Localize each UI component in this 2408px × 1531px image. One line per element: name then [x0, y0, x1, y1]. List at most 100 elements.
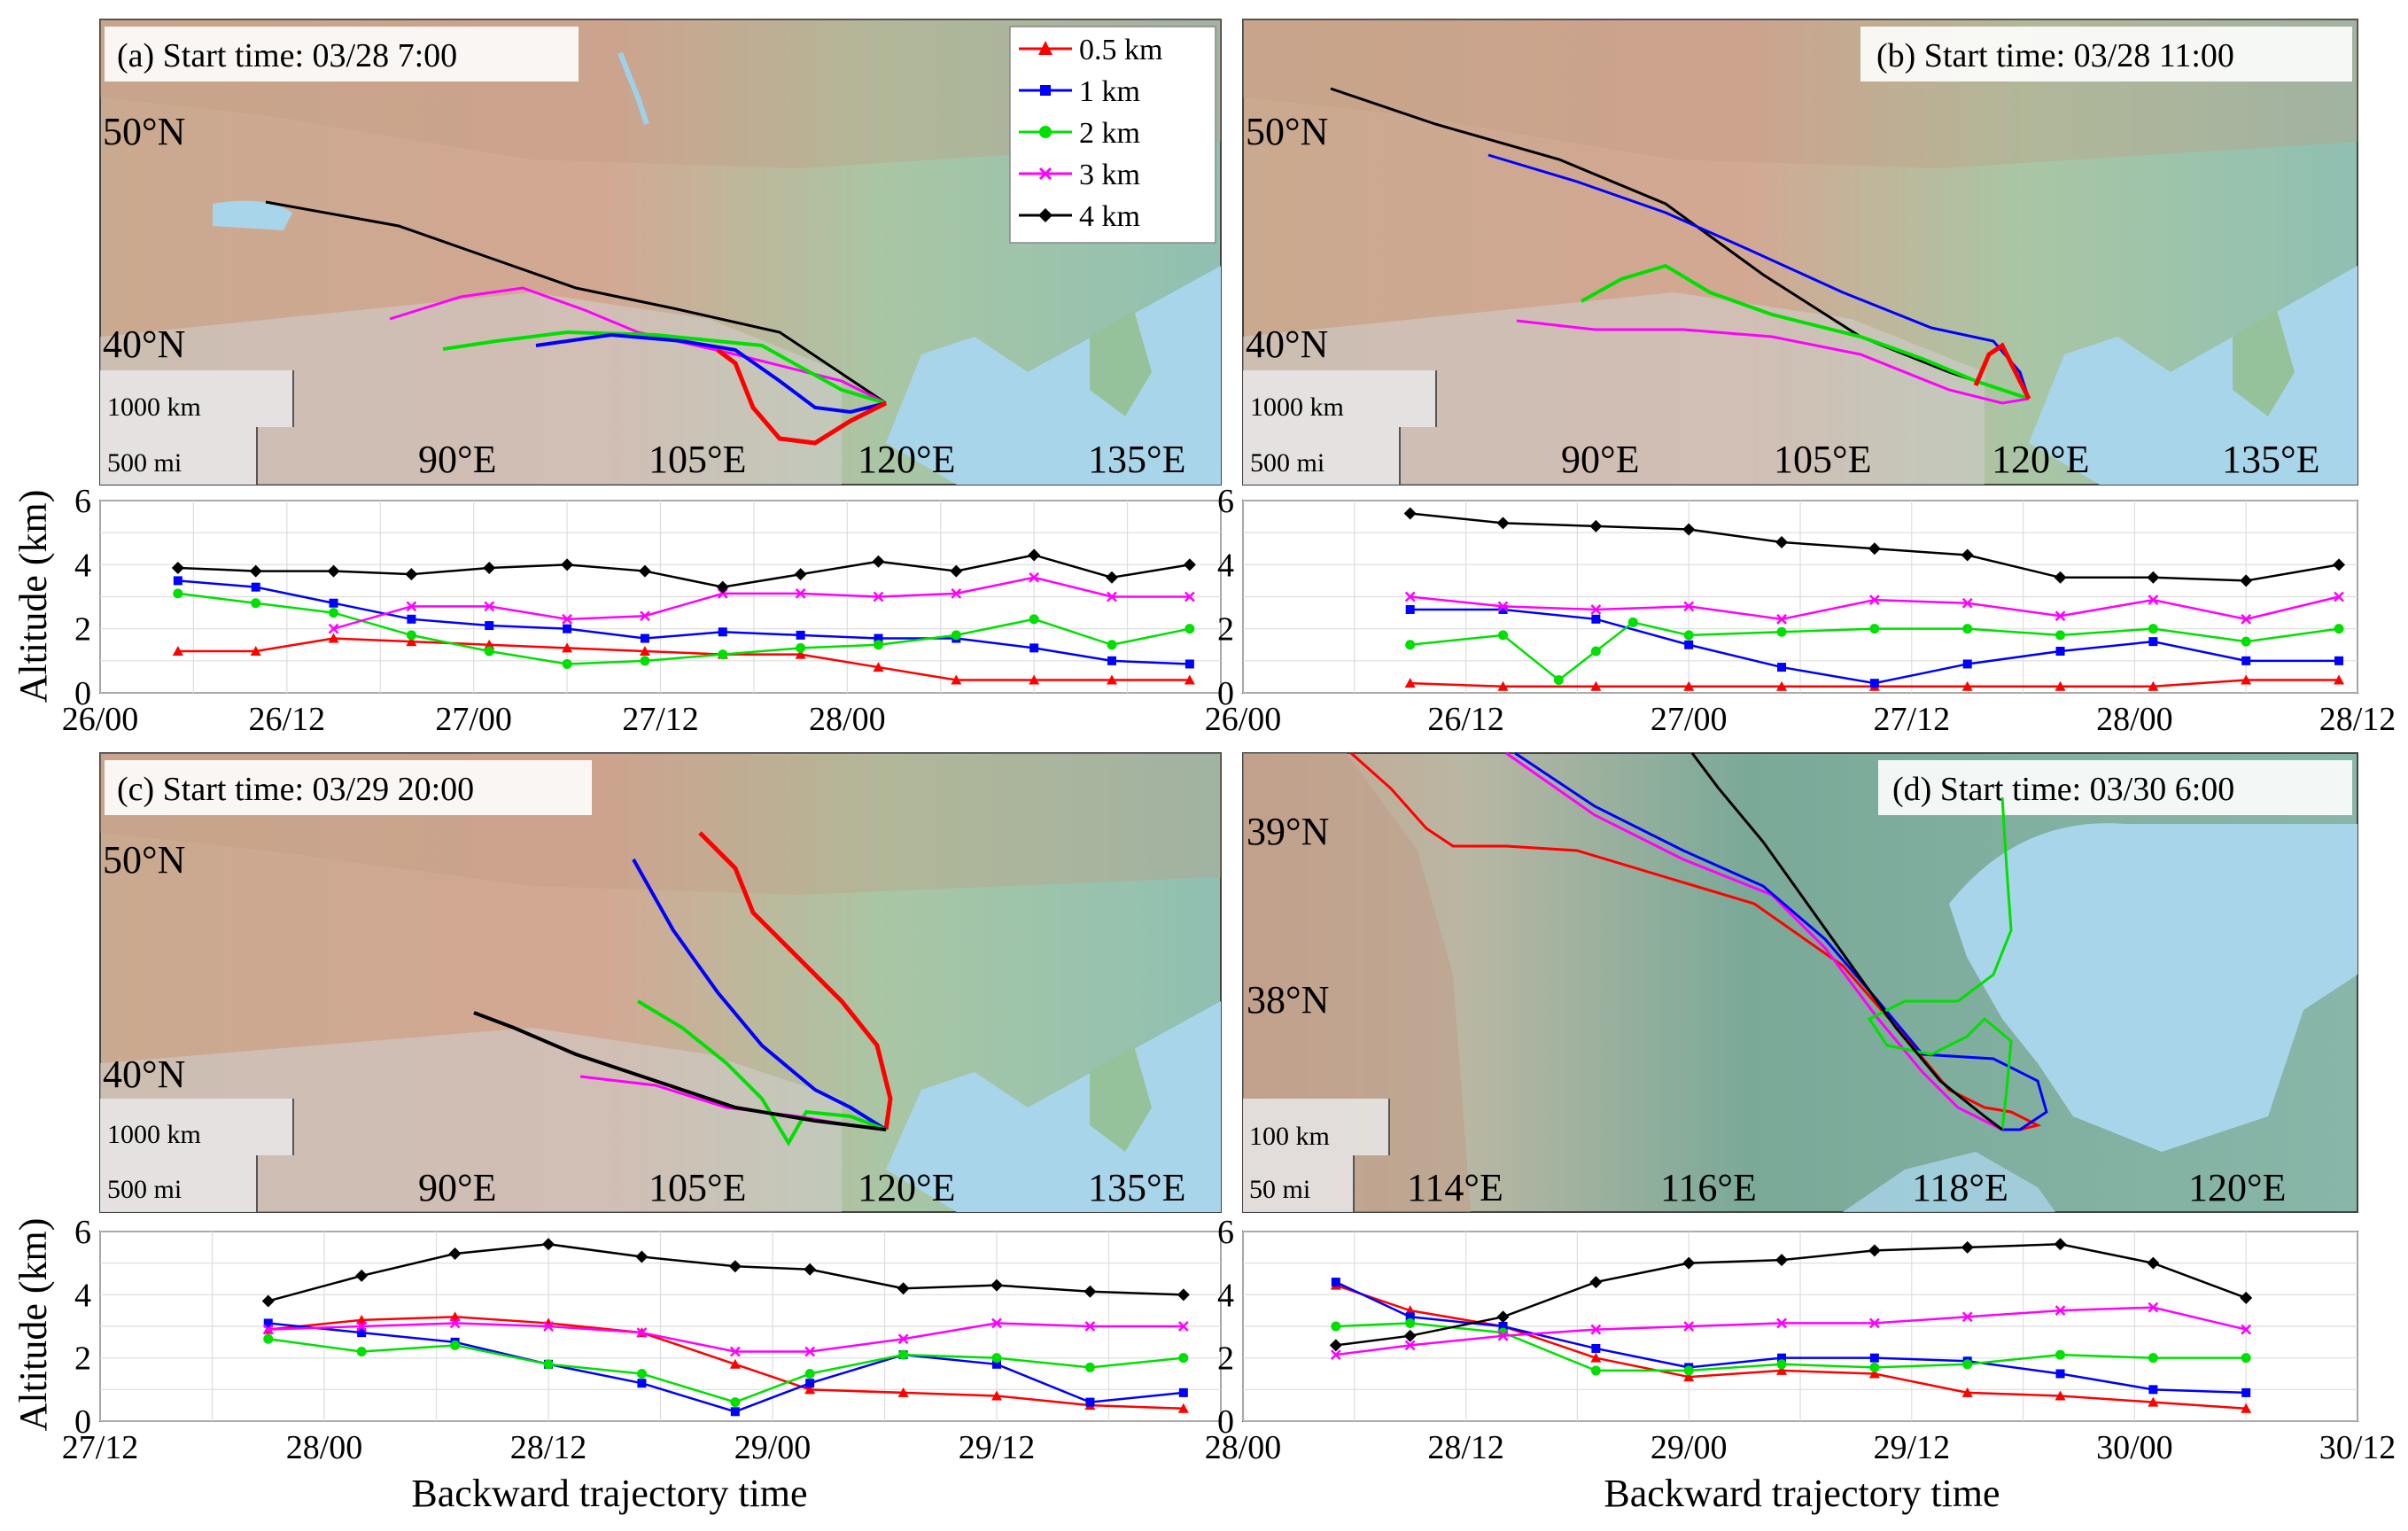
- legend-label: 4 km: [1079, 200, 1140, 233]
- data-point: [640, 633, 649, 643]
- data-point: [2055, 1390, 2066, 1401]
- data-point: [2148, 1302, 2159, 1313]
- map-panel-a: (a) Start time: 03/28 7:00 50°N 40°N 90°…: [99, 19, 1222, 486]
- data-point: [356, 1314, 368, 1325]
- data-point: [2055, 1349, 2066, 1360]
- data-point: [561, 558, 574, 571]
- data-point: [356, 1347, 367, 1357]
- legend-label: 2 km: [1079, 117, 1140, 150]
- data-point: [1185, 659, 1194, 669]
- data-point: [1496, 517, 1510, 530]
- data-point: [1961, 680, 1973, 691]
- x-axis-label-left: Backward trajectory time: [411, 1472, 807, 1515]
- data-point: [1107, 674, 1118, 685]
- data-point: [1961, 548, 1974, 562]
- data-point: [1962, 659, 1972, 669]
- trajectory-4km: [1690, 752, 2003, 1131]
- data-point: [2334, 624, 2344, 634]
- data-point: [1177, 1321, 1189, 1332]
- data-point: [2148, 637, 2158, 647]
- data-point: [1590, 646, 1601, 657]
- data-point: [1961, 1311, 1973, 1323]
- data-point: [1405, 604, 1415, 614]
- data-point: [263, 1318, 273, 1328]
- panel-a-title: (a) Start time: 03/28 7:00: [117, 37, 457, 74]
- lon-label: 105°E: [649, 438, 746, 481]
- y-axis-label-bottom: Altitude (km): [12, 1218, 55, 1432]
- data-point: [717, 587, 728, 599]
- lon-label: 135°E: [1088, 438, 1185, 481]
- data-point: [2241, 1403, 2252, 1413]
- y-tick-label: 6: [1217, 1214, 1234, 1251]
- trajectory-05km: [698, 831, 893, 1131]
- panel-b-title: (b) Start time: 03/28 11:00: [1876, 37, 2234, 74]
- y-tick-label: 0: [74, 1403, 91, 1441]
- data-point: [2148, 624, 2158, 634]
- scale-mi-label: 500 mi: [1250, 448, 1324, 478]
- data-point: [2241, 613, 2252, 625]
- data-point: [637, 1379, 647, 1388]
- data-point: [2240, 574, 2253, 587]
- data-point: [2055, 1305, 2066, 1317]
- trajectory-4km: [265, 200, 887, 405]
- lat-label: 50°N: [1246, 110, 1328, 153]
- data-point: [329, 598, 338, 608]
- data-point: [173, 576, 183, 586]
- scale-km-label: 1000 km: [107, 392, 201, 422]
- data-point: [172, 645, 183, 656]
- data-point: [729, 1346, 741, 1357]
- data-point: [1684, 640, 1694, 649]
- data-point: [635, 1250, 649, 1263]
- x-tick-label: 28/00: [2096, 701, 2173, 738]
- data-point: [2055, 630, 2066, 641]
- data-point: [951, 674, 962, 685]
- map-panel-b: (b) Start time: 03/28 11:00 50°N 40°N 90…: [1242, 19, 2358, 486]
- data-point: [1405, 1317, 1416, 1328]
- map-panel-d: (d) Start time: 03/30 6:00 39°N 38°N 114…: [1242, 751, 2358, 1213]
- data-point: [448, 1247, 462, 1260]
- data-point: [1961, 1387, 1973, 1397]
- data-point: [1107, 656, 1117, 665]
- y-tick-label: 4: [1217, 547, 1234, 584]
- data-point: [804, 1346, 816, 1357]
- y-tick-label: 2: [1217, 1341, 1234, 1378]
- data-point: [794, 568, 807, 581]
- data-point: [1962, 1359, 1973, 1370]
- data-point: [1868, 595, 1880, 606]
- data-point: [355, 1269, 369, 1282]
- x-tick-label: 26/00: [1205, 701, 1282, 738]
- data-point: [951, 587, 962, 599]
- data-point: [1776, 613, 1787, 625]
- data-point: [636, 1369, 647, 1379]
- x-tick-label: 26/12: [249, 701, 326, 738]
- data-point: [1590, 1365, 1601, 1376]
- x-tick-label: 27/00: [1651, 701, 1728, 738]
- x-tick-label: 29/00: [1651, 1429, 1728, 1466]
- lon-label: 90°E: [418, 438, 496, 481]
- data-point: [804, 1384, 816, 1395]
- data-point: [2147, 571, 2160, 584]
- data-point: [1682, 1256, 1696, 1270]
- x-tick-label: 26/00: [62, 701, 139, 738]
- lat-label: 50°N: [103, 838, 185, 882]
- y-tick-label: 4: [1217, 1277, 1234, 1314]
- data-point: [2241, 674, 2252, 685]
- series-line-4km: [177, 554, 1191, 588]
- data-point: [1590, 604, 1602, 615]
- data-point: [2241, 1387, 2251, 1397]
- altitude-chart-b: 0 2 4 6 26/00 26/12 27/00 27/12 28/00 28/12: [1205, 483, 2396, 738]
- y-tick-label: 2: [74, 1341, 91, 1378]
- data-point: [872, 555, 885, 568]
- data-point: [897, 1282, 910, 1295]
- scale-mi-label: 500 mi: [107, 1175, 182, 1204]
- trajectory-3km: [389, 286, 887, 405]
- data-point: [2148, 680, 2159, 691]
- series-line-2km: [177, 592, 1191, 665]
- data-point: [2054, 571, 2067, 584]
- scale-km-label: 1000 km: [1250, 392, 1344, 422]
- data-point: [804, 1369, 815, 1379]
- trajectory-2km: [636, 999, 887, 1146]
- data-point: [718, 627, 727, 637]
- data-point: [357, 1328, 367, 1338]
- lat-label: 50°N: [103, 110, 185, 153]
